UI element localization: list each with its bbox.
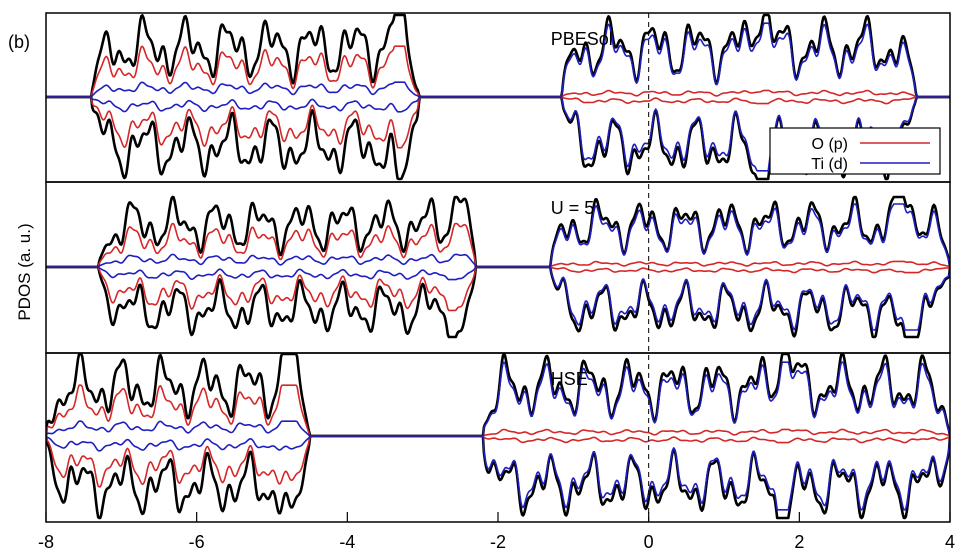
curve-o-p-up-panel-3	[46, 384, 950, 437]
y-axis-label: PDOS (a. u.)	[15, 223, 34, 320]
panel-2	[46, 195, 950, 339]
x-tick-label: 2	[794, 532, 804, 552]
curve-ti-d-down-panel-2	[46, 266, 950, 331]
x-tick-label: 4	[945, 532, 955, 552]
panel-frames	[45, 12, 951, 523]
curve-ti-d-down-panel-3	[46, 435, 950, 511]
x-tick-label: -4	[339, 532, 355, 552]
legend-box	[769, 127, 941, 175]
x-tick-label: -2	[490, 532, 506, 552]
x-tick-label: -6	[189, 532, 205, 552]
curve-ti-d-up-panel-3	[46, 361, 950, 437]
legend: O (p) Ti (d)	[769, 127, 941, 175]
legend-label-2: Ti (d)	[811, 156, 848, 173]
legend-label-1: O (p)	[812, 136, 848, 153]
panel-label-1: PBESol	[551, 29, 613, 49]
panels-group	[46, 13, 950, 520]
curve-o-p-up-panel-2	[46, 222, 950, 268]
curve-total-up-panel-2	[46, 195, 950, 269]
x-tick-label: -8	[38, 532, 54, 552]
x-axis: -8 -6 -4 -2 0 2 4	[38, 512, 955, 552]
panel-label-2: U = 5	[551, 198, 595, 218]
x-tick-label: 0	[644, 532, 654, 552]
panel-3	[46, 353, 950, 520]
panel-label-3: HSE	[551, 369, 588, 389]
curve-ti-d-up-panel-2	[46, 203, 950, 268]
figure-label: (b)	[8, 32, 30, 52]
curve-o-p-down-panel-3	[46, 435, 950, 488]
curve-total-up-panel-3	[46, 353, 950, 438]
